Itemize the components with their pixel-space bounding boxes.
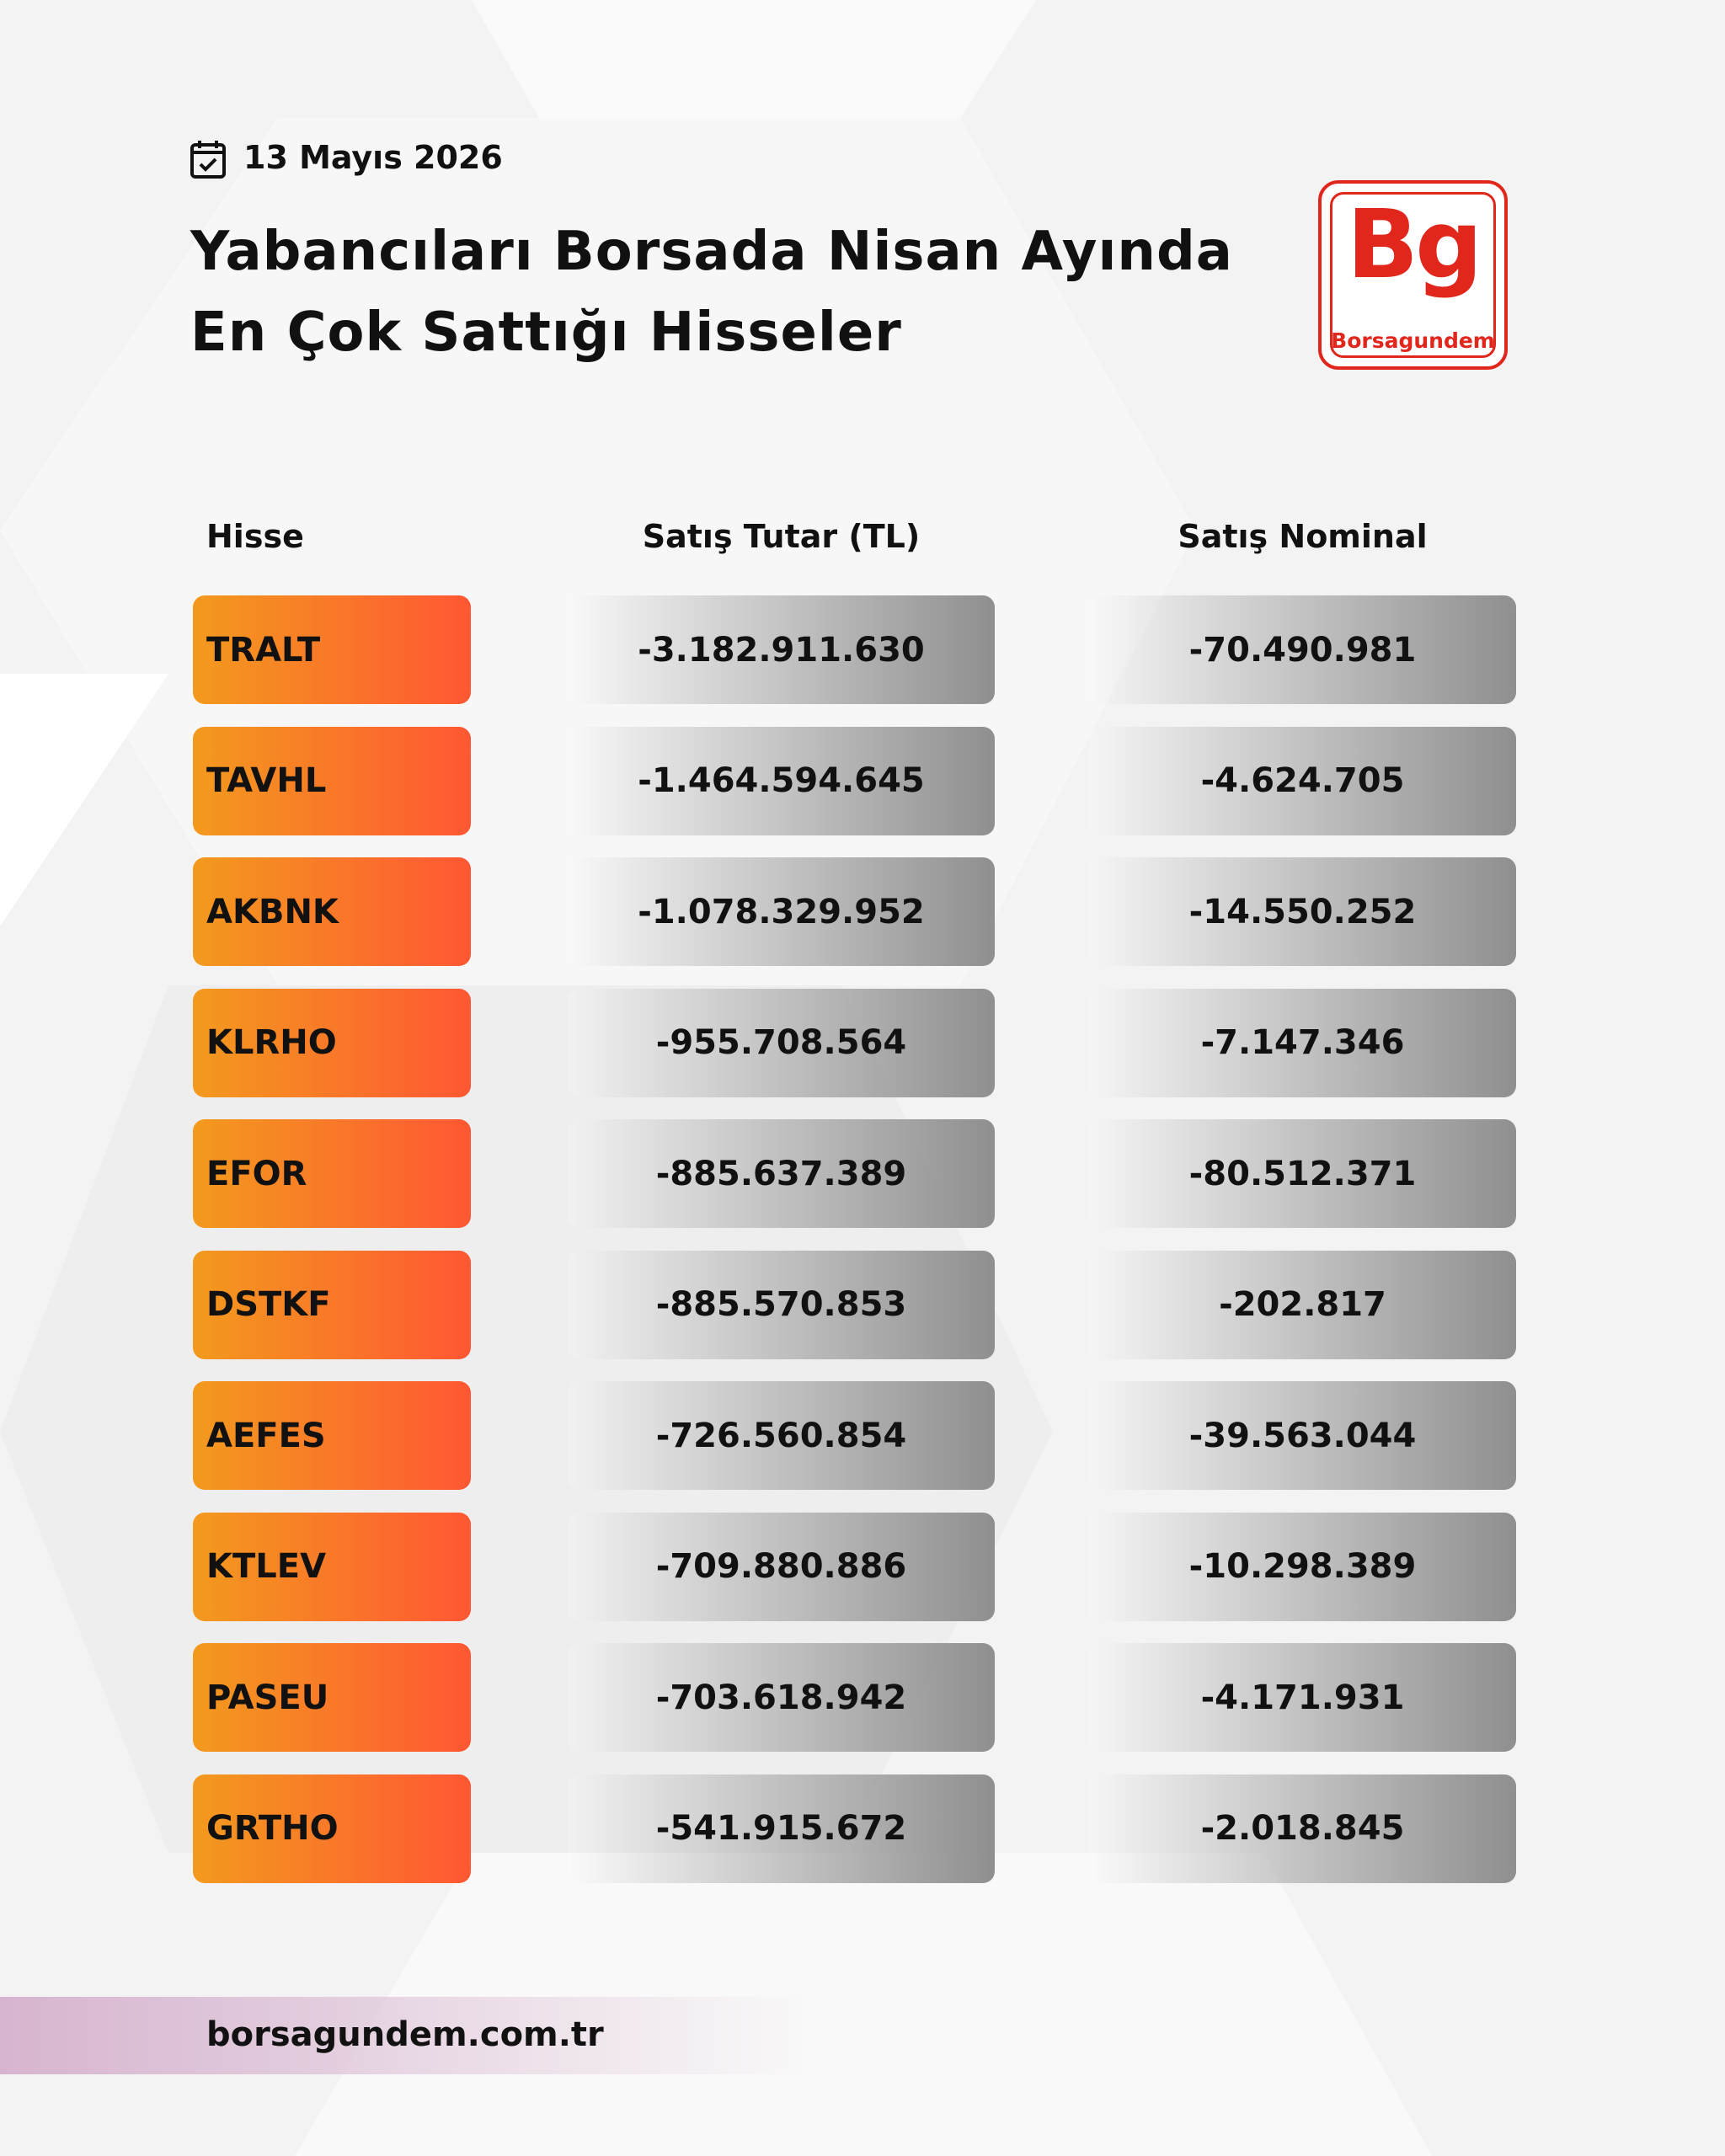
- column-header: Satış Tutar (TL): [642, 518, 921, 555]
- sale-amount: -709.880.886: [568, 1512, 995, 1621]
- sale-amount: -1.078.329.952: [568, 857, 995, 966]
- ticker: DSTKF: [193, 1250, 471, 1359]
- footer-url: borsagundem.com.tr: [206, 2015, 604, 2054]
- sale-nominal: -4.171.931: [1089, 1643, 1516, 1752]
- sale-amount: -885.570.853: [568, 1250, 995, 1359]
- sale-nominal: -39.563.044: [1089, 1381, 1516, 1490]
- footer-band: [0, 1997, 809, 2074]
- logo-frame: [1330, 192, 1496, 358]
- ticker: TRALT: [193, 595, 471, 704]
- sale-nominal: -70.490.981: [1089, 595, 1516, 704]
- title-line: En Çok Sattığı Hisseler: [190, 302, 902, 364]
- column-header: Hisse: [206, 518, 304, 555]
- sale-nominal: -10.298.389: [1089, 1512, 1516, 1621]
- sale-amount: -955.708.564: [568, 988, 995, 1097]
- sale-nominal: -202.817: [1089, 1250, 1516, 1359]
- logo-mark: Bg: [1346, 190, 1483, 300]
- sale-amount: -1.464.594.645: [568, 726, 995, 835]
- logo: Bg Borsagundem: [1318, 180, 1508, 370]
- sale-amount: -3.182.911.630: [568, 595, 995, 704]
- sale-nominal: -2.018.845: [1089, 1774, 1516, 1883]
- ticker: EFOR: [193, 1119, 471, 1228]
- sale-amount: -703.618.942: [568, 1643, 995, 1752]
- sale-nominal: -7.147.346: [1089, 988, 1516, 1097]
- sale-nominal: -14.550.252: [1089, 857, 1516, 966]
- ticker: KTLEV: [193, 1512, 471, 1621]
- ticker: TAVHL: [193, 726, 471, 835]
- calendar-icon: [190, 141, 226, 179]
- sale-amount: -541.915.672: [568, 1774, 995, 1883]
- sale-nominal: -4.624.705: [1089, 726, 1516, 835]
- title-line: Yabancıları Borsada Nisan Ayında: [190, 221, 1233, 283]
- ticker: PASEU: [193, 1643, 471, 1752]
- sale-nominal: -80.512.371: [1089, 1119, 1516, 1228]
- sale-amount: -885.637.389: [568, 1119, 995, 1228]
- ticker: AKBNK: [193, 857, 471, 966]
- sale-amount: -726.560.854: [568, 1381, 995, 1490]
- column-header: Satış Nominal: [1178, 518, 1428, 555]
- logo-name: Borsagundem: [1331, 328, 1495, 353]
- ticker: KLRHO: [193, 988, 471, 1097]
- ticker: GRTHO: [193, 1774, 471, 1883]
- date: 13 Mayıs 2026: [243, 139, 503, 176]
- ticker: AEFES: [193, 1381, 471, 1490]
